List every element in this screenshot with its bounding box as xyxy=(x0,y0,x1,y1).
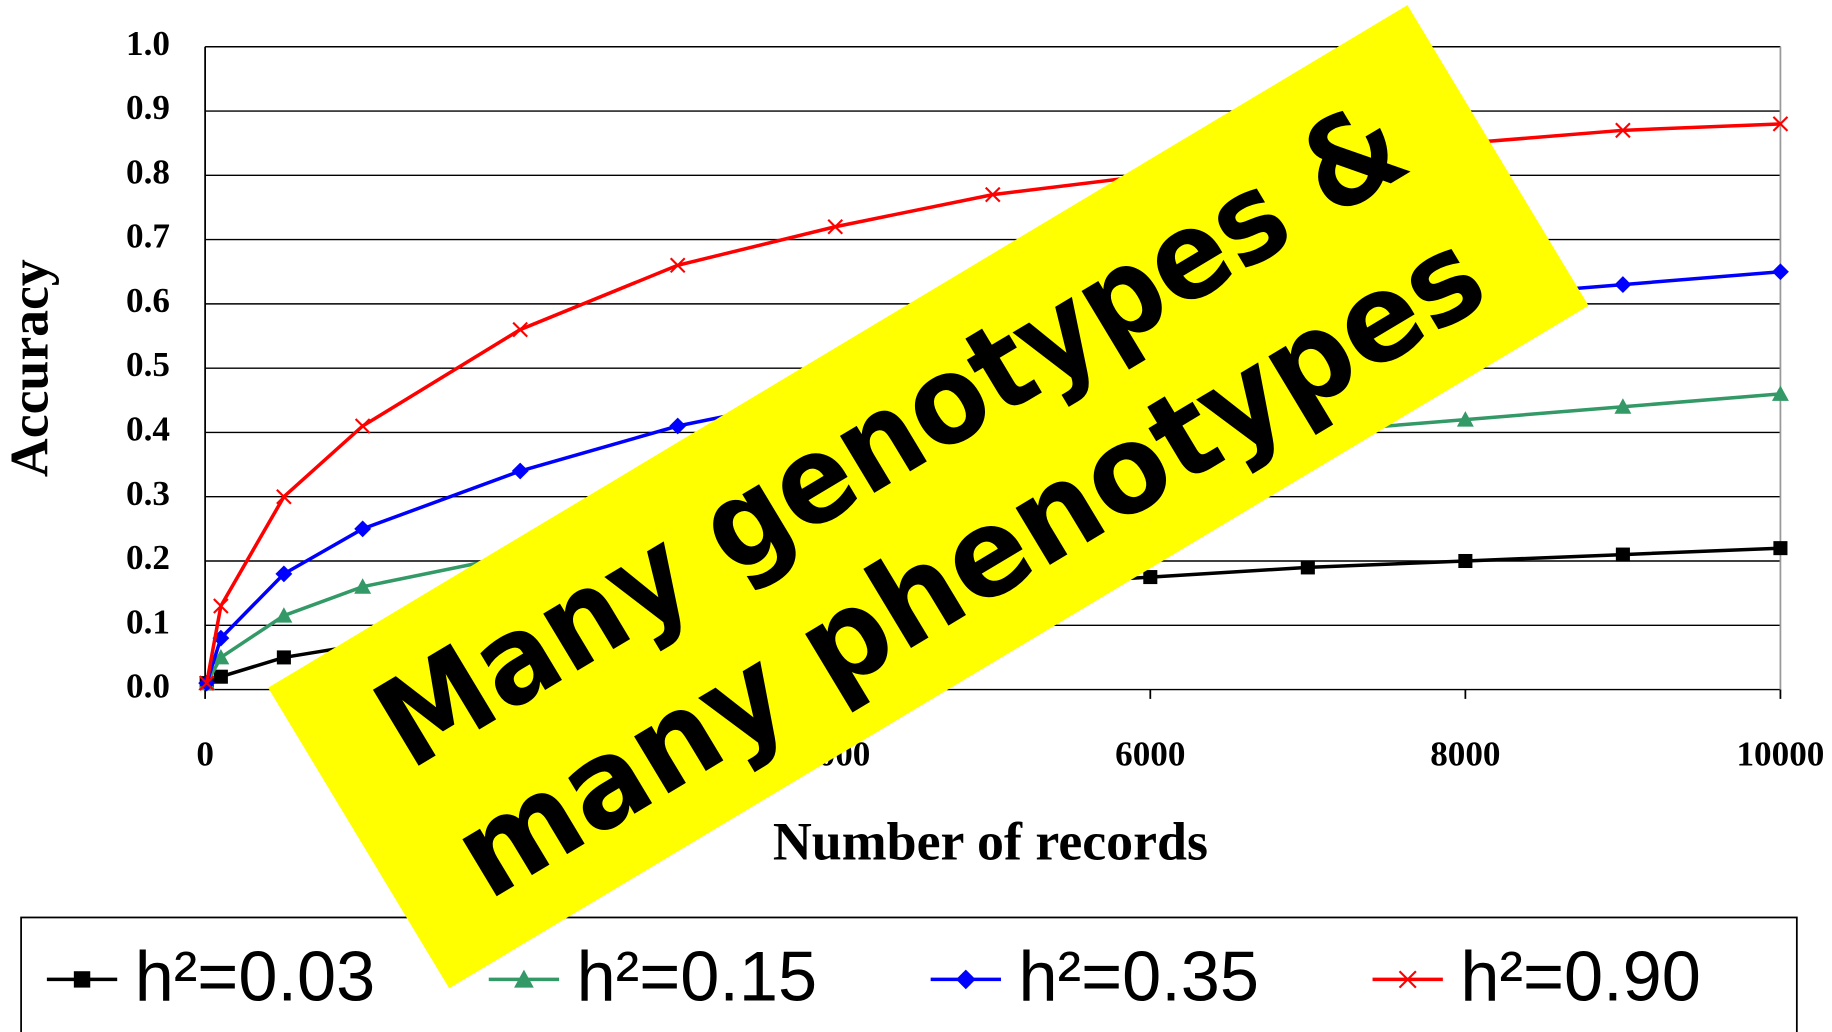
y-axis-title: Accuracy xyxy=(0,259,60,477)
legend-label: h²=0.15 xyxy=(577,936,817,1015)
y-tick-label: 0.1 xyxy=(126,602,170,641)
marker xyxy=(984,186,1001,203)
y-tick-label: 0.6 xyxy=(126,281,170,320)
marker xyxy=(1300,560,1315,575)
y-tick-label: 0.5 xyxy=(126,345,170,384)
marker xyxy=(354,578,372,594)
x-tick-label: 10000 xyxy=(1736,734,1824,773)
marker xyxy=(354,418,371,434)
marker xyxy=(669,417,687,435)
marker xyxy=(1615,122,1631,139)
marker xyxy=(827,218,844,235)
marker xyxy=(198,675,215,691)
marker xyxy=(73,971,91,988)
legend-label: h²=0.90 xyxy=(1460,936,1700,1015)
legend: h²=0.03 h²=0.15 h²=0.35 h²=0.90 xyxy=(46,936,1701,1015)
marker xyxy=(1773,541,1788,556)
marker xyxy=(276,650,291,665)
x-tick-label: 0 xyxy=(196,734,214,773)
marker xyxy=(1771,263,1789,281)
marker xyxy=(1615,547,1630,562)
marker xyxy=(1771,385,1789,401)
marker xyxy=(213,598,229,614)
x-tick-label: 8000 xyxy=(1430,734,1500,773)
y-tick-label: 0.2 xyxy=(126,538,170,577)
legend-label: h²=0.03 xyxy=(135,936,375,1015)
y-tick-label: 0.3 xyxy=(126,474,170,513)
y-tick-label: 0.0 xyxy=(126,667,170,706)
marker xyxy=(514,969,534,988)
marker xyxy=(276,488,292,505)
sticker-background xyxy=(268,5,1589,989)
marker xyxy=(1398,970,1417,989)
y-tick-label: 0.4 xyxy=(126,410,170,449)
marker xyxy=(1456,411,1474,427)
legend-label: h²=0.35 xyxy=(1019,936,1259,1015)
marker xyxy=(669,257,686,274)
x-axis-title: Number of records xyxy=(773,812,1208,872)
marker xyxy=(1772,116,1789,132)
marker xyxy=(275,607,293,623)
y-tick-label: 0.9 xyxy=(126,88,170,127)
marker xyxy=(955,969,976,990)
marker xyxy=(1614,398,1632,414)
marker xyxy=(1143,570,1158,585)
y-tick-label: 0.8 xyxy=(126,152,170,191)
legend-box xyxy=(20,916,1798,1032)
y-tick-label: 0.7 xyxy=(126,217,170,256)
marker xyxy=(1458,553,1473,569)
marker xyxy=(512,321,528,338)
marker xyxy=(1614,276,1632,294)
x-tick-label: 6000 xyxy=(1115,734,1185,773)
marker xyxy=(213,669,228,684)
marker xyxy=(212,649,230,665)
y-tick-label: 1.0 xyxy=(126,24,170,63)
